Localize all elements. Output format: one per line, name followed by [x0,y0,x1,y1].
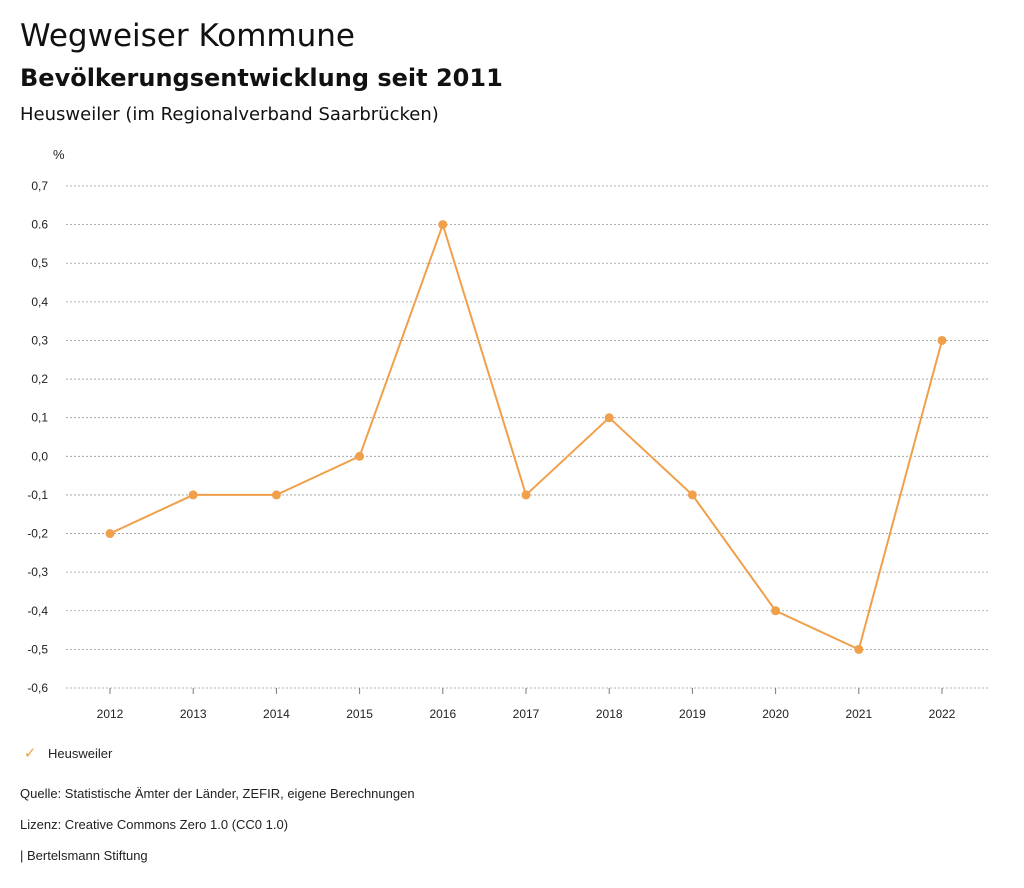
data-point[interactable] [521,490,531,500]
legend-label: Heusweiler [48,745,113,761]
license-note: Lizenz: Creative Commons Zero 1.0 (CC0 1… [20,817,289,832]
data-point[interactable] [937,335,947,345]
data-point[interactable] [355,451,365,461]
y-tick-label: 0,5 [31,256,48,270]
y-tick-label: 0,7 [31,179,48,193]
series-line [109,221,943,651]
x-tick-label: 2013 [180,707,207,721]
y-tick-label: -0,1 [27,488,48,502]
data-point[interactable] [188,490,198,500]
x-tick-label: 2014 [263,707,290,721]
y-axis-unit-label: % [53,147,65,162]
x-tick-label: 2018 [596,707,623,721]
y-tick-label: 0,1 [31,411,48,425]
x-tick-label: 2021 [845,707,872,721]
y-tick-label: 0.6 [31,218,48,232]
data-point[interactable] [438,220,448,230]
data-point[interactable] [271,490,281,500]
y-tick-label: -0,3 [27,565,48,579]
y-tick-label: -0,4 [27,604,48,618]
series-heusweiler [105,220,947,654]
y-axis-ticks: 0,7 0.6 0,5 0,4 0,3 0,2 0,1 0,0 -0,1 -0,2 -0,3 -0,4… [27,179,48,695]
y-tick-label: -0,2 [27,527,48,541]
region-label: Heusweiler (im Regionalverband Saarbrück… [20,104,439,125]
data-point[interactable] [105,529,115,539]
y-tick-label: -0,5 [27,642,48,656]
x-axis-ticks: 2012 2013 2014 2015 2016 2017 2018 2019 2020 2021… [97,688,956,721]
x-tick-label: 2022 [929,707,956,721]
chart-title: Wegweiser Kommune [20,18,355,54]
grid-lines [66,185,990,689]
x-tick-label: 2020 [762,707,789,721]
y-tick-label: -0,6 [27,681,48,695]
chart-subtitle: Bevölkerungsentwicklung seit 2011 [20,64,503,92]
data-point[interactable] [687,490,697,500]
y-tick-label: 0,3 [31,333,48,347]
source-note: Quelle: Statistische Ämter der Länder, Z… [20,786,415,801]
x-tick-label: 2016 [429,707,456,721]
x-tick-label: 2019 [679,707,706,721]
y-tick-label: 0,0 [31,449,48,463]
legend[interactable]: ✓ Heusweiler [20,744,113,762]
x-tick-label: 2012 [97,707,124,721]
y-tick-label: 0,2 [31,372,48,386]
legend-check-icon: ✓ [23,745,37,762]
line-chart: % 0,7 0.6 0,5 0,4 0,3 0,2 0,1 0,0 -0,1 -0,2 -0,3 -0… [27,147,990,721]
y-tick-label: 0,4 [31,295,48,309]
x-tick-label: 2015 [346,707,373,721]
data-point[interactable] [771,606,781,616]
publisher-note: | Bertelsmann Stiftung [20,848,148,863]
data-point[interactable] [854,644,864,654]
x-tick-label: 2017 [513,707,540,721]
data-point[interactable] [604,413,614,423]
